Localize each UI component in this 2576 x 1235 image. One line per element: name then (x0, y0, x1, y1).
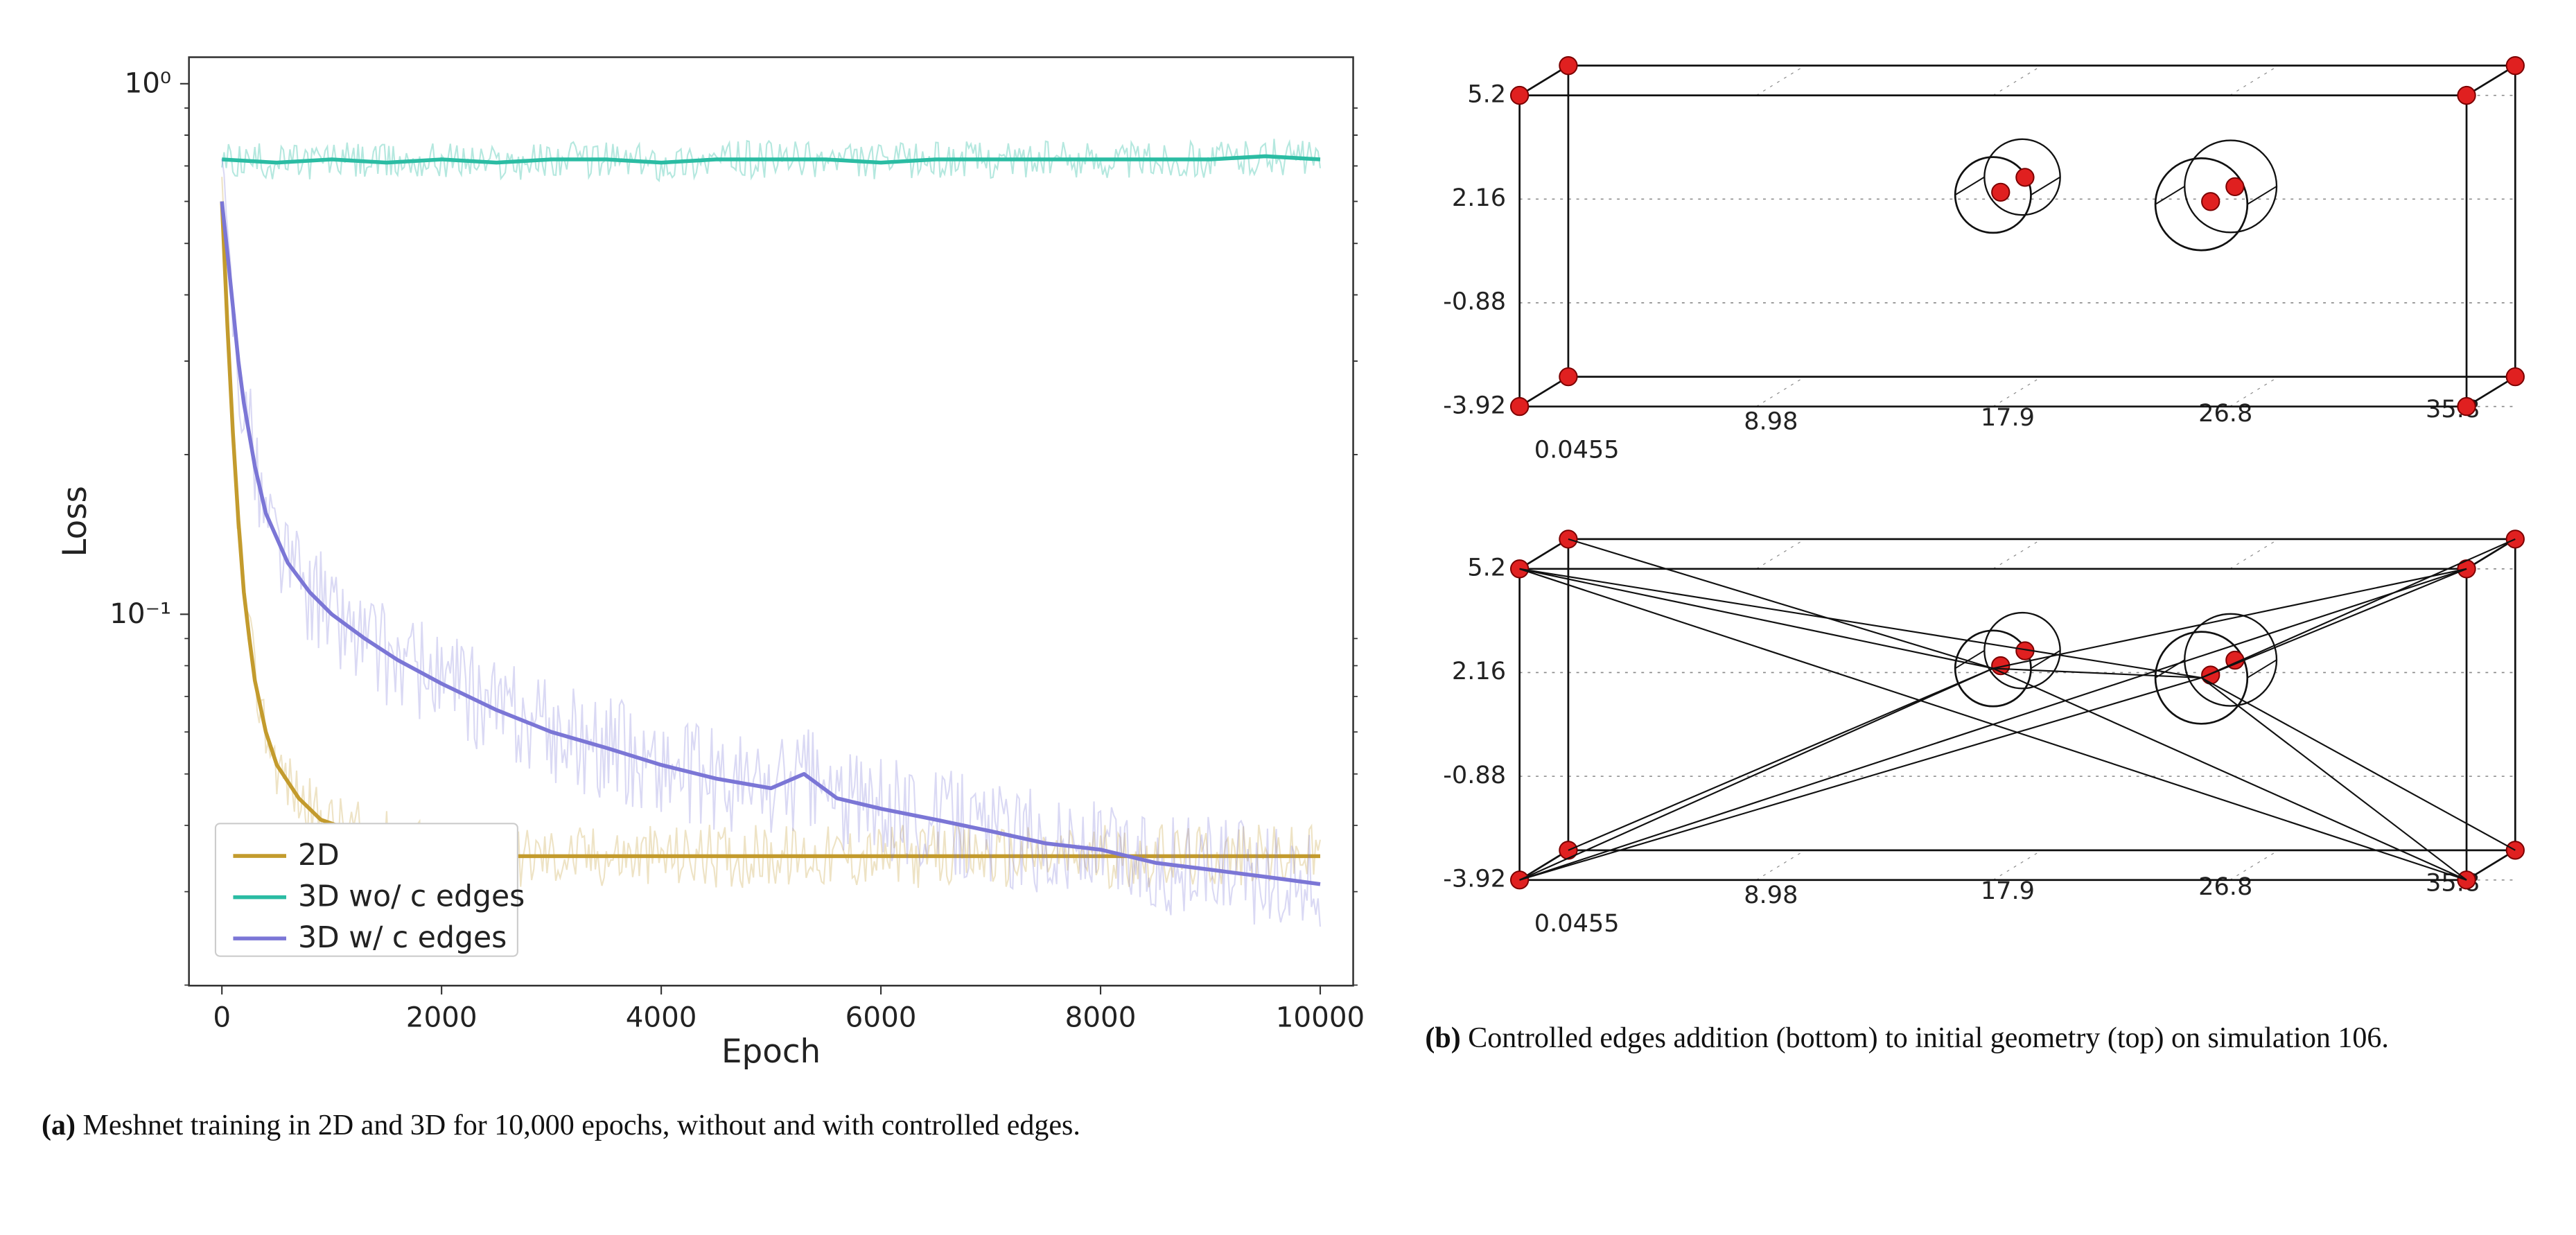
svg-text:2D: 2D (298, 839, 340, 873)
svg-text:-3.92: -3.92 (1444, 865, 1507, 893)
svg-text:Epoch: Epoch (721, 1033, 821, 1071)
geometry-diagram: 5.22.16-0.88-3.920.04558.9817.926.835.85… (1425, 28, 2534, 1001)
caption-b-text: Controlled edges addition (bottom) to in… (1461, 1022, 2389, 1054)
svg-text:3D w/ c edges: 3D w/ c edges (298, 921, 507, 955)
svg-text:0: 0 (213, 1001, 231, 1034)
svg-text:5.2: 5.2 (1468, 554, 1507, 582)
caption-a-text: Meshnet training in 2D and 3D for 10,000… (76, 1110, 1080, 1141)
svg-text:Loss: Loss (57, 486, 94, 557)
svg-text:26.8: 26.8 (2198, 399, 2252, 428)
svg-text:10⁰: 10⁰ (125, 67, 172, 100)
panel-a: 0 2000 4000 6000 8000 10000 10⁻¹ 10⁰ Loss Epoch 2D… (42, 28, 1397, 1146)
panel-b: 5.22.16-0.88-3.920.04558.9817.926.835.85… (1425, 28, 2534, 1146)
svg-text:8000: 8000 (1065, 1001, 1137, 1034)
svg-text:4000: 4000 (626, 1001, 697, 1034)
svg-text:8.98: 8.98 (1744, 408, 1798, 436)
loss-chart: 0 2000 4000 6000 8000 10000 10⁻¹ 10⁰ Loss Epoch 2D… (42, 28, 1397, 1089)
svg-text:2.16: 2.16 (1452, 657, 1506, 685)
caption-b: (b) Controlled edges addition (bottom) t… (1425, 1018, 2534, 1059)
figure-container: 0 2000 4000 6000 8000 10000 10⁻¹ 10⁰ Loss Epoch 2D… (0, 0, 2576, 1188)
svg-text:6000: 6000 (845, 1001, 917, 1034)
svg-text:2.16: 2.16 (1452, 184, 1506, 212)
svg-text:26.8: 26.8 (2198, 873, 2252, 901)
svg-text:3D wo/ c edges: 3D wo/ c edges (298, 879, 525, 913)
svg-text:-0.88: -0.88 (1444, 288, 1507, 316)
svg-text:10⁻¹: 10⁻¹ (109, 597, 171, 630)
svg-text:5.2: 5.2 (1468, 80, 1507, 108)
svg-text:17.9: 17.9 (1981, 877, 2035, 905)
svg-text:0.0455: 0.0455 (1534, 909, 1620, 938)
svg-text:-3.92: -3.92 (1444, 391, 1507, 419)
svg-text:-0.88: -0.88 (1444, 761, 1507, 789)
svg-text:10000: 10000 (1276, 1001, 1365, 1034)
svg-text:2000: 2000 (406, 1001, 477, 1034)
caption-b-tag: (b) (1425, 1022, 1460, 1054)
svg-text:0.0455: 0.0455 (1534, 436, 1620, 464)
svg-text:17.9: 17.9 (1981, 403, 2035, 432)
caption-a-tag: (a) (42, 1110, 76, 1141)
svg-text:8.98: 8.98 (1744, 881, 1798, 909)
caption-a: (a) Meshnet training in 2D and 3D for 10… (42, 1105, 1397, 1146)
